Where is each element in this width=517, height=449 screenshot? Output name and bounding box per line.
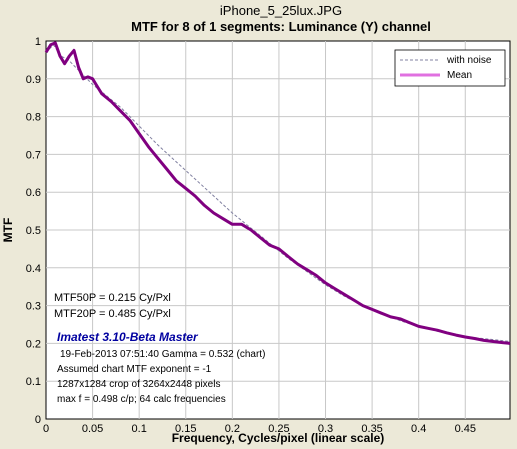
series-layer [44,41,511,345]
y-tick-label: 0.3 [26,301,41,313]
x-tick-label: 0.2 [225,423,240,435]
y-tick-label: 0.8 [26,112,41,124]
legend-box [394,49,506,87]
y-tick-label: 0.1 [26,376,41,388]
maxf-label: max f = 0.498 c/p; 64 calc frequencies [57,394,226,405]
chart-subtitle: MTF for 8 of 1 segments: Luminance (Y) c… [131,19,431,34]
chart-title: iPhone_5_25lux.JPG [220,3,342,18]
x-tick-label: 0.35 [361,423,382,435]
y-tick-label: 0.7 [26,149,41,161]
mtf50p-label: MTF50P = 0.215 Cy/Pxl [54,292,171,304]
x-tick-label: 0.1 [132,423,147,435]
tick-labels: 0 0.05 0.1 0.15 0.2 0.25 0.3 0.35 0.4 0.45 0 0.1 0.2… [26,36,476,435]
imatest-brand: Imatest 3.10-Beta Master [57,330,199,344]
legend: with noise Mean [394,49,506,87]
y-tick-label: 1 [35,36,41,48]
x-tick-label: 0.4 [411,423,426,435]
y-tick-label: 0.6 [26,187,41,199]
x-tick-label: 0.45 [455,423,476,435]
x-tick-label: 0.15 [175,423,196,435]
x-tick-label: 0.3 [318,423,333,435]
y-tick-label: 0.4 [26,263,41,275]
crop-label: 1287x1284 crop of 3264x2448 pixels [57,379,220,390]
mtf20p-label: MTF20P = 0.485 Cy/Pxl [54,308,171,320]
series-line-mean [44,41,511,345]
y-tick-label: 0.2 [26,338,41,350]
y-tick-label: 0 [35,414,41,426]
y-tick-label: 0.9 [26,74,41,86]
x-tick-label: 0.05 [82,423,103,435]
x-tick-label: 0.25 [268,423,289,435]
annotation-block: MTF50P = 0.215 Cy/Pxl MTF20P = 0.485 Cy/… [54,292,265,405]
date-gamma-label: 19-Feb-2013 07:51:40 Gamma = 0.532 (char… [60,349,265,360]
exponent-label: Assumed chart MTF exponent = -1 [57,364,212,375]
legend-label-mean: Mean [447,70,472,81]
y-axis-label: MTF [1,218,15,243]
x-axis-label: Frequency, Cycles/pixel (linear scale) [172,431,385,445]
legend-label-with-noise: with noise [446,55,492,66]
grid [46,41,510,419]
x-tick-label: 0 [43,423,49,435]
y-tick-label: 0.5 [26,225,41,237]
